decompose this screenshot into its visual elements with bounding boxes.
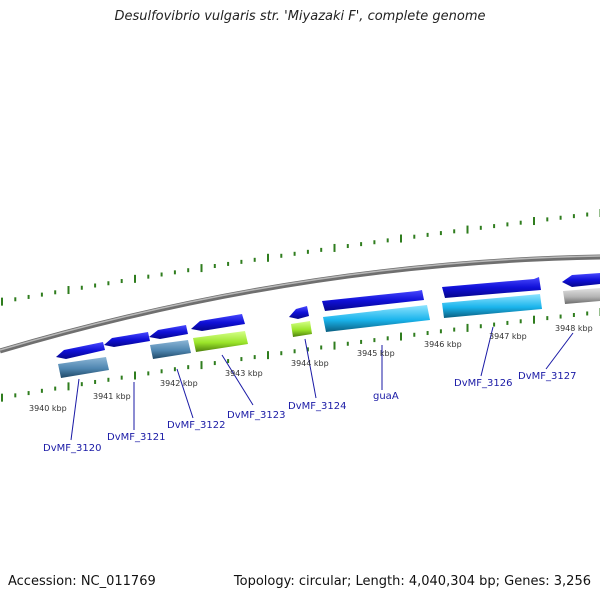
- scale-label: 3945 kbp: [357, 349, 395, 358]
- scale-label: 3948 kbp: [555, 324, 593, 333]
- gene-arrow[interactable]: [442, 277, 541, 298]
- map-title: Desulfovibrio vulgaris str. 'Miyazaki F'…: [114, 9, 486, 24]
- cds-box[interactable]: [150, 340, 191, 359]
- gene-label[interactable]: DvMF_3123: [227, 410, 285, 421]
- scale-label: 3942 kbp: [160, 379, 198, 388]
- gene-label[interactable]: DvMF_3126: [454, 378, 512, 389]
- inner-tick-row: [1, 307, 600, 402]
- gene-arrow[interactable]: [104, 332, 150, 347]
- gene-label[interactable]: DvMF_3121: [107, 432, 165, 443]
- gene-arrow[interactable]: [149, 325, 188, 339]
- gene-DvMF_3127[interactable]: [562, 273, 600, 304]
- scale-label: 3944 kbp: [291, 359, 329, 368]
- gene-DvMF_3122[interactable]: [149, 325, 191, 359]
- scale-labels: 3940 kbp 3941 kbp 3942 kbp 3943 kbp 3944…: [29, 324, 593, 413]
- cds-box[interactable]: [193, 331, 248, 352]
- genome-backbone: [0, 254, 600, 354]
- cds-box[interactable]: [442, 294, 542, 318]
- gene-arrow[interactable]: [322, 290, 424, 311]
- outer-tick-row: [1, 208, 600, 306]
- gene-DvMF_3120[interactable]: [56, 342, 109, 378]
- gene-label[interactable]: DvMF_3120: [43, 443, 101, 454]
- gene-arrow[interactable]: [191, 314, 245, 331]
- gene-arrow[interactable]: [289, 306, 309, 319]
- cds-box[interactable]: [291, 321, 312, 337]
- scale-label: 3941 kbp: [93, 392, 131, 401]
- gene-arrow[interactable]: [56, 342, 105, 359]
- scale-label: 3940 kbp: [29, 404, 67, 413]
- cds-box[interactable]: [323, 305, 430, 332]
- topology-text: Topology: circular; Length: 4,040,304 bp…: [233, 574, 591, 589]
- genome-backbone-highlight: [0, 255, 600, 351]
- cds-box[interactable]: [58, 357, 109, 378]
- gene-labels: DvMF_3120 DvMF_3121 DvMF_3122 DvMF_3123 …: [43, 371, 576, 454]
- gene-guaA[interactable]: [322, 290, 430, 332]
- gene-label[interactable]: DvMF_3124: [288, 401, 346, 412]
- gene-label[interactable]: DvMF_3127: [518, 371, 576, 382]
- gene-DvMF_3123[interactable]: [191, 314, 248, 352]
- gene-label[interactable]: DvMF_3122: [167, 420, 225, 431]
- gene-DvMF_3124[interactable]: [289, 306, 312, 337]
- gene-DvMF_3121[interactable]: [104, 332, 150, 347]
- gene-DvMF_3126[interactable]: [442, 277, 542, 318]
- cds-box[interactable]: [563, 288, 600, 304]
- accession-text: Accession: NC_011769: [8, 574, 156, 589]
- gene-label[interactable]: guaA: [373, 391, 399, 402]
- scale-label: 3943 kbp: [225, 369, 263, 378]
- gene-arrow[interactable]: [562, 273, 600, 287]
- scale-label: 3946 kbp: [424, 340, 462, 349]
- label-leaders: [70, 326, 574, 441]
- scale-label: 3947 kbp: [489, 332, 527, 341]
